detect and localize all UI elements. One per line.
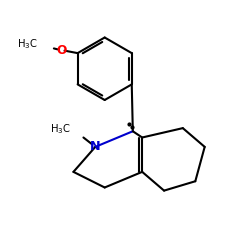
Text: H$_3$C: H$_3$C [18, 38, 38, 51]
Text: N: N [90, 140, 101, 153]
Text: O: O [56, 44, 66, 57]
Text: H$_3$C: H$_3$C [50, 122, 70, 136]
